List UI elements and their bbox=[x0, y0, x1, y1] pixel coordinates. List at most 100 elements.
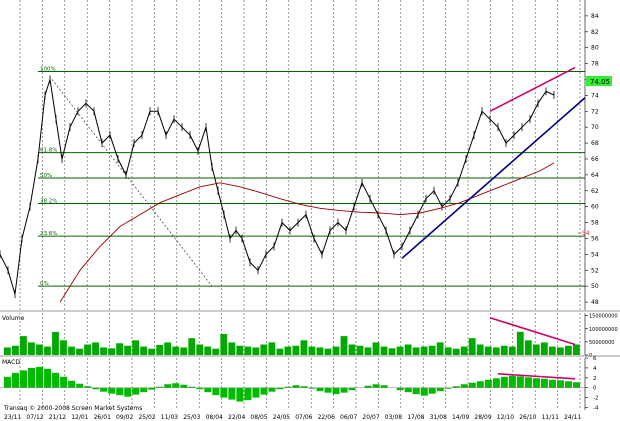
fib-level-label: 0% bbox=[40, 281, 49, 287]
volume-bar bbox=[452, 348, 460, 355]
macd-histogram-bar bbox=[276, 387, 284, 390]
volume-panel: Volume 050000000100000000150000000 bbox=[2, 313, 618, 359]
volume-bar bbox=[132, 340, 140, 355]
volume-bar bbox=[564, 345, 572, 355]
volume-bar bbox=[100, 347, 107, 355]
volume-bar bbox=[324, 348, 332, 355]
price-y-tick-label: 72 bbox=[591, 108, 599, 115]
volume-bar bbox=[396, 346, 404, 355]
volume-bar bbox=[140, 346, 148, 355]
macd-histogram-bar bbox=[172, 383, 180, 388]
macd-histogram-bar bbox=[516, 376, 524, 388]
macd-histogram-bar bbox=[404, 387, 412, 393]
macd-histogram-bar bbox=[476, 381, 484, 388]
macd-histogram-bar bbox=[20, 370, 28, 388]
volume-bar bbox=[228, 342, 236, 355]
macd-histogram-bar bbox=[204, 387, 212, 393]
volume-bar bbox=[372, 342, 380, 355]
macd-histogram-bar bbox=[364, 385, 372, 388]
volume-trendline-segment bbox=[489, 316, 576, 346]
x-tick-label: 20/07 bbox=[362, 414, 379, 421]
x-tick-label: 07/12 bbox=[26, 414, 43, 421]
macd-histogram-bar bbox=[300, 386, 308, 388]
macd-histogram-bar bbox=[100, 387, 108, 392]
x-tick-label: 24/05 bbox=[273, 414, 290, 421]
x-tick-label: 09/02 bbox=[116, 414, 133, 421]
macd-histogram-bar bbox=[332, 387, 340, 395]
volume-bar bbox=[12, 345, 19, 355]
x-tick-label: 17/08 bbox=[407, 414, 424, 421]
macd-histogram-bar bbox=[444, 387, 452, 389]
price-y-tick-label: 68 bbox=[591, 140, 599, 147]
macd-histogram-bar bbox=[188, 386, 196, 388]
x-tick-label: 31/08 bbox=[430, 414, 447, 421]
volume-bar bbox=[516, 331, 524, 355]
volume-bar bbox=[356, 345, 364, 355]
macd-histogram-bar bbox=[60, 376, 68, 388]
macd-histogram-bar bbox=[428, 387, 436, 394]
fib-level-label: 50% bbox=[40, 173, 52, 179]
macd-histogram-bar bbox=[140, 387, 148, 393]
volume-bar bbox=[44, 346, 51, 355]
macd-histogram-bar bbox=[500, 376, 508, 388]
volume-bar bbox=[36, 344, 43, 355]
macd-histogram-bar bbox=[236, 387, 244, 402]
macd-histogram-bar bbox=[212, 387, 220, 396]
volume-bar bbox=[172, 346, 180, 355]
macd-histogram-bar bbox=[484, 379, 492, 388]
volume-y-axis: 050000000100000000150000000 bbox=[584, 313, 618, 359]
macd-panel: MACD -4 -2 0 2 4 6 Transaq © 2000-2008 Screen… bbox=[0, 356, 599, 412]
volume-bar bbox=[340, 336, 348, 355]
macd-histogram-bar bbox=[148, 387, 156, 390]
volume-bar bbox=[460, 346, 468, 355]
macd-histogram-bar bbox=[44, 368, 52, 388]
volume-bar bbox=[436, 342, 444, 355]
macd-histogram-bar bbox=[180, 384, 188, 388]
volume-bar bbox=[220, 334, 228, 355]
price-y-tick-label: 78 bbox=[591, 61, 599, 68]
volume-bar bbox=[300, 340, 308, 355]
fibonacci-levels: 100% 61.8% 50% 38.2% 23.6% 0% bbox=[38, 67, 585, 287]
price-y-tick-label: 84 bbox=[591, 13, 599, 20]
macd-histogram-bar bbox=[92, 387, 100, 390]
macd-histogram-bar bbox=[348, 387, 356, 391]
volume-bar bbox=[108, 348, 115, 355]
macd-histogram-bar bbox=[540, 378, 548, 388]
macd-y-tick-label: 0 bbox=[593, 386, 597, 392]
x-tick-label: 26/01 bbox=[94, 414, 111, 421]
macd-histogram-bar bbox=[52, 372, 60, 388]
volume-bar bbox=[540, 342, 548, 355]
macd-histogram-bar bbox=[36, 366, 44, 388]
price-y-axis: 48505254565860626466687072747678808284 bbox=[584, 0, 599, 310]
macd-histogram-bar bbox=[492, 378, 500, 388]
volume-bar bbox=[404, 344, 412, 355]
fib-level-label: 38.2% bbox=[40, 198, 57, 204]
volume-bar bbox=[364, 347, 372, 355]
macd-histogram-bar bbox=[28, 367, 36, 388]
x-tick-label: 06/07 bbox=[340, 414, 357, 421]
volume-y-tick-label: 150000000 bbox=[589, 314, 618, 320]
price-y-tick-label: 60 bbox=[591, 204, 599, 211]
fib-level-label: 23.6% bbox=[40, 231, 57, 237]
macd-y-tick-label: -2 bbox=[593, 396, 598, 402]
volume-bar bbox=[532, 344, 540, 355]
macd-histogram bbox=[0, 366, 585, 402]
macd-histogram-bar bbox=[12, 372, 20, 388]
volume-bar bbox=[252, 347, 260, 355]
macd-histogram-bar bbox=[220, 387, 228, 398]
macd-histogram-bar bbox=[260, 387, 268, 395]
macd-histogram-bar bbox=[284, 386, 292, 388]
macd-histogram-bar bbox=[452, 386, 460, 388]
macd-histogram-bar bbox=[436, 387, 444, 392]
x-tick-label: 08/04 bbox=[206, 414, 223, 421]
x-axis: 23/11 07/12 21/12 12/01 26/01 09/02 25/02 11/03… bbox=[4, 414, 581, 421]
macd-histogram-bar bbox=[468, 382, 476, 388]
volume-bar bbox=[500, 345, 508, 355]
macd-histogram-bar bbox=[252, 387, 260, 398]
volume-bar bbox=[180, 347, 188, 355]
x-tick-label: 22/04 bbox=[228, 414, 245, 421]
x-tick-label: 23/11 bbox=[4, 414, 21, 421]
macd-histogram-bar bbox=[524, 377, 532, 388]
volume-bar bbox=[284, 346, 292, 355]
x-tick-label: 22/06 bbox=[318, 414, 335, 421]
